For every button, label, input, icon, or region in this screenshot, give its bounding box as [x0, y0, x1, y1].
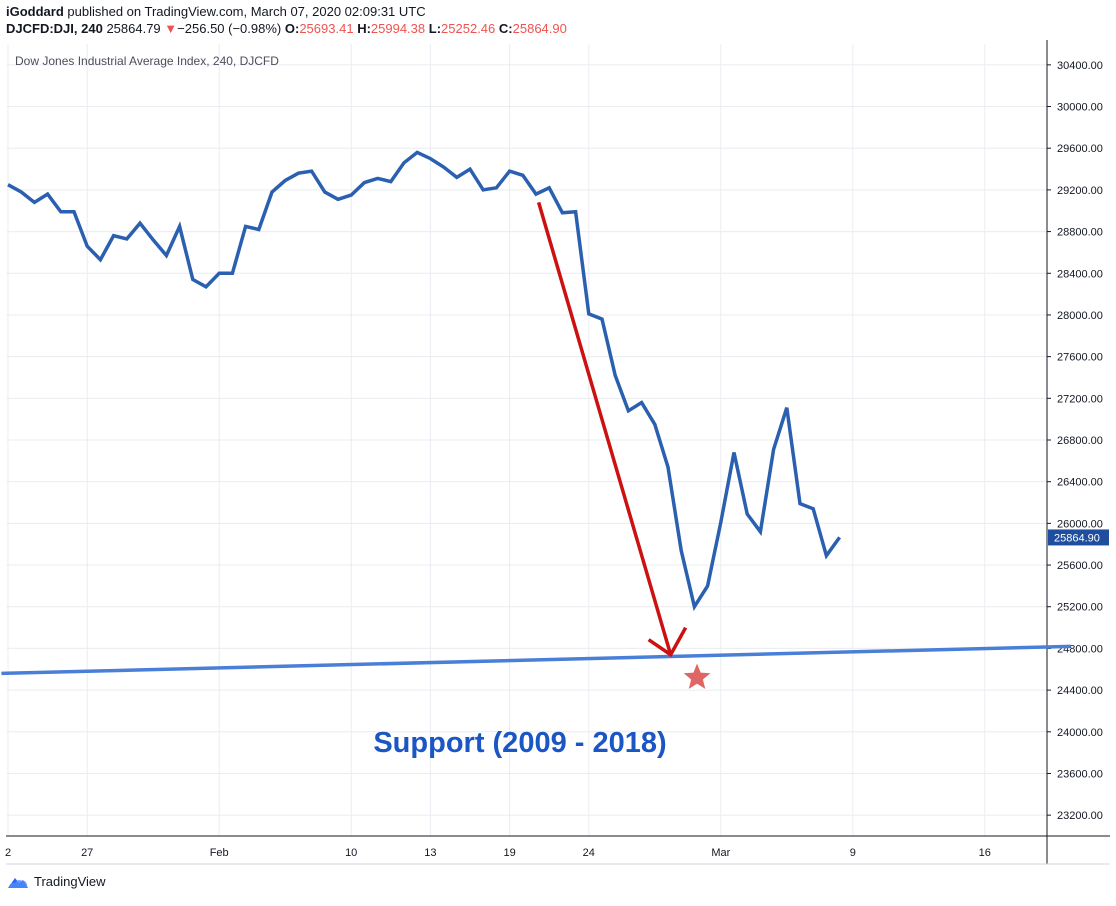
y-tick-label: 23200.00: [1057, 810, 1103, 822]
y-tick-label: 28000.00: [1057, 310, 1103, 322]
y-tick-label: 27600.00: [1057, 352, 1103, 364]
down-triangle-icon: ▼: [164, 21, 178, 36]
close-label: C:: [498, 21, 513, 36]
tradingview-logo[interactable]: TradingView: [6, 874, 106, 889]
x-tick-label: 2: [5, 847, 11, 859]
quote-bar: DJCFD:DJI, 240 25864.79 ▼−256.50 (−0.98%…: [6, 21, 567, 37]
y-tick-label: 24400.00: [1057, 685, 1103, 697]
symbol-label: DJCFD:DJI, 240: [6, 21, 103, 36]
published-text: published on TradingView.com, March 07, …: [67, 4, 426, 19]
last-price-tag: [1048, 529, 1109, 546]
y-tick-label: 26000.00: [1057, 518, 1103, 530]
y-tick-label: 28800.00: [1057, 227, 1103, 239]
x-tick-label: 19: [503, 847, 515, 859]
y-tick-label: 29200.00: [1057, 185, 1103, 197]
open-value: 25693.41: [299, 21, 354, 36]
close-value: 25864.90: [512, 21, 567, 36]
y-tick-label: 25200.00: [1057, 602, 1103, 614]
low-value: 25252.46: [441, 21, 496, 36]
y-tick-label: 30400.00: [1057, 60, 1103, 72]
x-tick-label: 10: [345, 847, 357, 859]
author-name[interactable]: iGoddard: [6, 4, 64, 19]
last-price: 25864.79: [106, 21, 161, 36]
cloud-logo-icon: [8, 877, 28, 888]
x-tick-label: 27: [81, 847, 93, 859]
brand-text: TradingView: [34, 874, 106, 889]
high-label: H:: [357, 21, 371, 36]
x-tick-label: 9: [850, 847, 856, 859]
publish-info: iGoddard published on TradingView.com, M…: [6, 4, 426, 20]
support-line: [1, 644, 1071, 676]
x-tick-label: 24: [583, 847, 595, 859]
x-tick-label: Mar: [711, 847, 730, 859]
y-tick-label: 23600.00: [1057, 768, 1103, 780]
y-tick-label: 25600.00: [1057, 560, 1103, 572]
price-series-line: [7, 150, 842, 612]
chart-title: Dow Jones Industrial Average Index, 240,…: [15, 54, 279, 68]
low-label: L:: [428, 21, 442, 36]
high-value: 25994.38: [370, 21, 426, 36]
arrow-head: [647, 626, 688, 658]
x-tick-label: Feb: [210, 847, 229, 859]
y-tick-label: 28400.00: [1057, 268, 1103, 280]
y-tick-label: 27200.00: [1057, 393, 1103, 405]
y-tick-label: 29600.00: [1057, 143, 1103, 155]
change-value: −256.50 (−0.98%): [177, 21, 282, 36]
star-marker: [683, 663, 711, 689]
arrow-shaft: [536, 201, 673, 656]
x-tick-label: 13: [424, 847, 436, 859]
y-tick-label: 26800.00: [1057, 435, 1103, 447]
x-tick-label: 16: [979, 847, 991, 859]
y-tick-label: 30000.00: [1057, 102, 1103, 114]
open-label: O:: [284, 21, 300, 36]
y-tick-label: 24000.00: [1057, 727, 1103, 739]
y-tick-label: 26400.00: [1057, 477, 1103, 489]
last-price-tag-label: 25864.90: [1054, 532, 1100, 544]
support-label: Support (2009 - 2018): [373, 727, 666, 759]
